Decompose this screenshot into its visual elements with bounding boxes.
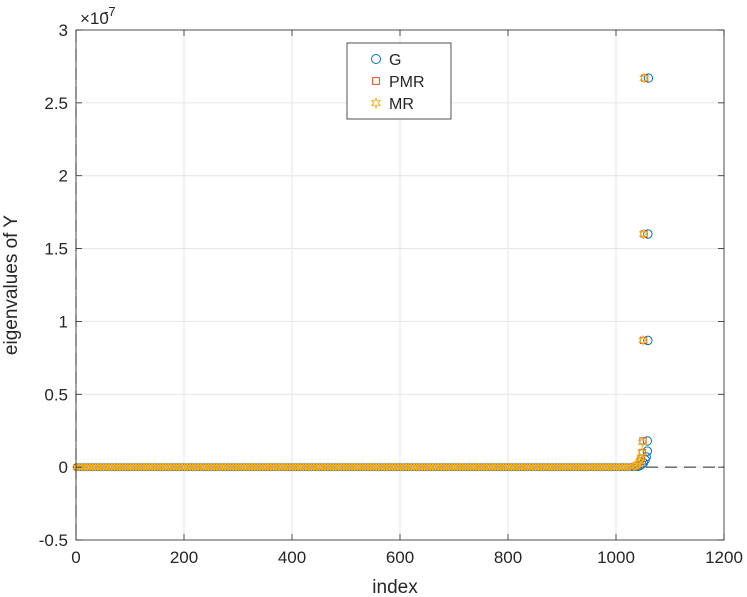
data-point-g xyxy=(642,436,653,446)
data-point-mr xyxy=(636,452,646,464)
y-tick-label: 0 xyxy=(59,458,68,477)
x-tick-labels: 0 200 400 600 800 1000 1200 xyxy=(71,548,743,567)
x-axis-title: index xyxy=(372,577,418,597)
axis-ticks xyxy=(75,29,725,541)
data-point-g xyxy=(643,229,653,239)
legend-label-mr: MR xyxy=(389,96,414,113)
x-tick-label: 200 xyxy=(170,548,198,567)
legend-marker-pmr xyxy=(372,77,380,85)
data-point-mr xyxy=(638,228,649,240)
legend-label-pmr: PMR xyxy=(389,74,425,91)
y-tick-label: 2 xyxy=(59,167,68,186)
y-tick-label: 2.5 xyxy=(44,94,68,113)
legend-label-g: G xyxy=(389,52,401,69)
legend-markers xyxy=(370,54,382,109)
legend-box xyxy=(346,42,452,120)
data-point-g xyxy=(643,335,653,346)
data-point-g xyxy=(642,446,653,456)
data-point-mr xyxy=(631,460,641,472)
data-point-g xyxy=(643,73,654,83)
data-point-mr xyxy=(628,460,639,472)
x-tick-label: 800 xyxy=(494,548,522,567)
y-exponent-base: ×10 xyxy=(80,9,109,28)
y-exponent-power: -7 xyxy=(104,4,116,19)
data-markers xyxy=(628,72,654,472)
legend-marker-mr xyxy=(370,97,382,109)
data-point-mr xyxy=(637,447,647,459)
y-tick-label: 0.5 xyxy=(44,385,68,404)
y-tick-label: 1.5 xyxy=(44,240,68,259)
y-tick-label: 1 xyxy=(59,312,68,331)
x-tick-label: 0 xyxy=(71,548,80,567)
legend-marker-g xyxy=(371,54,381,64)
y-tick-label: -0.5 xyxy=(39,531,68,550)
x-tick-label: 400 xyxy=(278,548,306,567)
bulk-markers xyxy=(72,462,640,472)
y-tick-label: 3 xyxy=(59,21,68,40)
legend: G PMR MR xyxy=(346,42,452,120)
data-point-mr xyxy=(639,72,649,84)
y-tick-labels: -0.5 0 0.5 1 1.5 2 2.5 3 xyxy=(39,21,68,550)
x-tick-label: 1000 xyxy=(597,548,635,567)
x-tick-label: 600 xyxy=(386,548,414,567)
data-point-mr xyxy=(637,436,648,448)
x-tick-label: 1200 xyxy=(705,548,743,567)
y-axis-title: eigenvalues of Y xyxy=(1,215,22,355)
data-point-mr xyxy=(638,334,648,346)
